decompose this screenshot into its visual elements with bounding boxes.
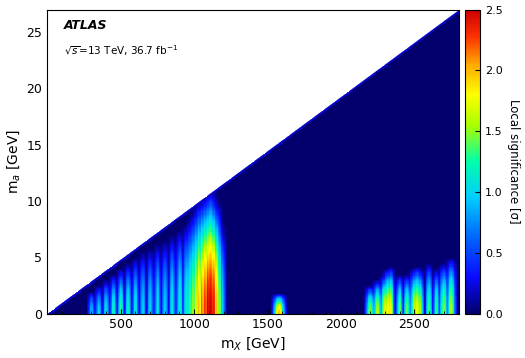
Y-axis label: Local significance [σ]: Local significance [σ] xyxy=(507,99,520,224)
Polygon shape xyxy=(47,10,458,314)
Y-axis label: m$_{a}$ [GeV]: m$_{a}$ [GeV] xyxy=(6,129,23,194)
Text: ATLAS: ATLAS xyxy=(64,19,107,32)
X-axis label: m$_{X}$ [GeV]: m$_{X}$ [GeV] xyxy=(220,336,286,352)
Text: $\sqrt{s}$=13 TeV, 36.7 fb$^{-1}$: $\sqrt{s}$=13 TeV, 36.7 fb$^{-1}$ xyxy=(64,43,178,58)
